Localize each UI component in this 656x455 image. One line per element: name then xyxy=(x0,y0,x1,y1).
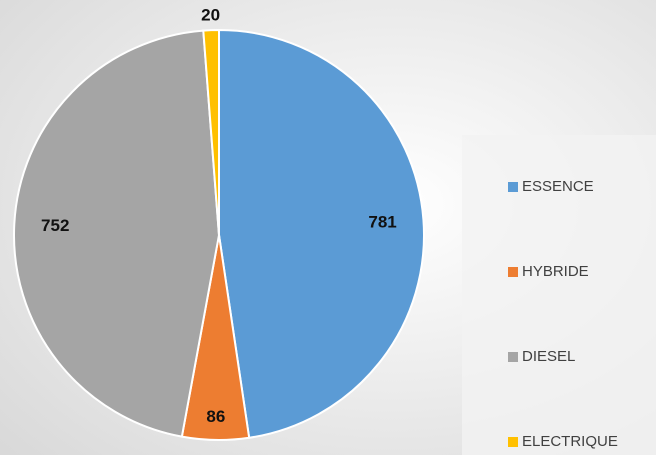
legend-label: HYBRIDE xyxy=(522,263,589,280)
legend-box xyxy=(462,135,656,455)
legend-label: ESSENCE xyxy=(522,178,594,195)
legend-swatch xyxy=(508,352,518,362)
pie-slice xyxy=(202,28,220,236)
legend-swatch xyxy=(508,437,518,447)
data-label: 86 xyxy=(206,407,225,426)
legend-swatch xyxy=(508,267,518,277)
data-label: 781 xyxy=(368,212,396,231)
legend-label: DIESEL xyxy=(522,348,575,365)
data-label: 20 xyxy=(201,5,220,24)
pie-slice xyxy=(13,29,221,438)
pie-slice xyxy=(218,28,425,439)
legend-swatch xyxy=(508,182,518,192)
data-label: 752 xyxy=(41,216,69,235)
legend-label: ELECTRIQUE xyxy=(522,433,618,450)
